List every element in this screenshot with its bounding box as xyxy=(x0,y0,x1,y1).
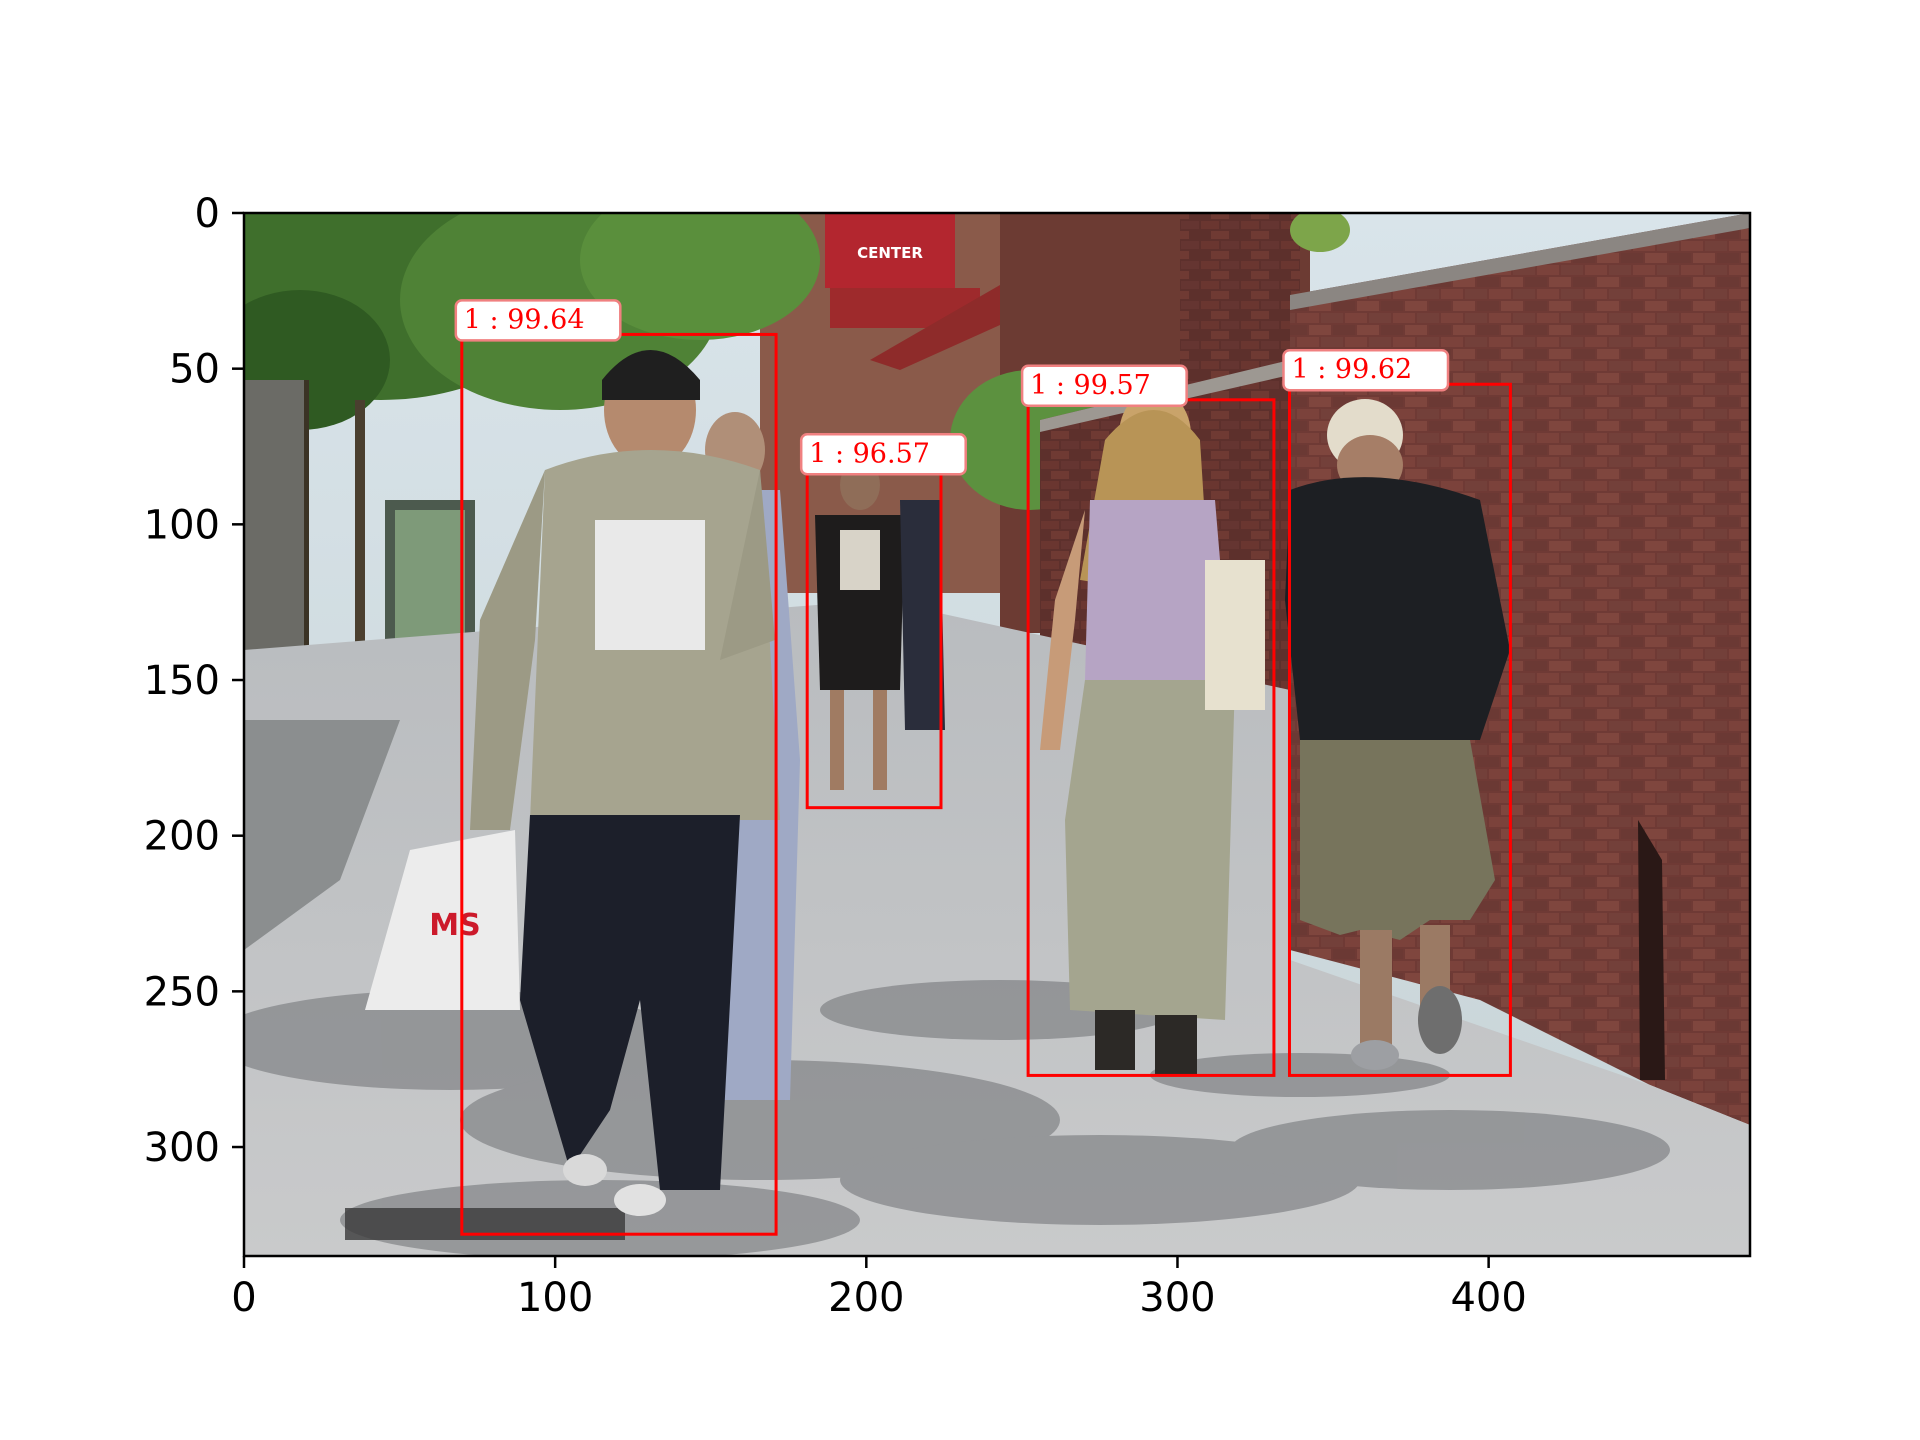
y-tick-label: 0 xyxy=(195,191,220,237)
y-tick-label: 50 xyxy=(169,347,220,393)
detection-label: 1 : 99.62 xyxy=(1291,354,1412,385)
x-tick-label: 0 xyxy=(231,1275,256,1321)
svg-text:MS: MS xyxy=(429,908,480,943)
street-photo: CENTER xyxy=(244,213,1750,1256)
detections-layer: 1 : 99.64 1 : 96.57 1 : 99.57 1 : 99.62 xyxy=(454,299,1512,1236)
pedestrian-woman xyxy=(1040,390,1265,1075)
x-tick-label: 200 xyxy=(828,1275,904,1321)
pedestrian-far xyxy=(815,460,945,790)
y-tick-label: 300 xyxy=(144,1125,220,1171)
detection-label-box xyxy=(454,299,622,342)
x-axis: 0 100 200 300 400 xyxy=(231,1256,1527,1321)
detection-label: 1 : 99.57 xyxy=(1030,370,1151,401)
y-axis: 0 50 100 150 200 250 300 xyxy=(144,191,244,1171)
detection-2: 1 : 96.57 xyxy=(799,433,967,810)
pedestrian-front: MS xyxy=(365,350,780,1216)
pedestrian-man-cap xyxy=(1285,399,1510,1070)
detection-label-box xyxy=(1282,348,1450,392)
y-tick-label: 150 xyxy=(144,658,220,704)
axes-frame xyxy=(242,211,1752,1258)
detection-label: 1 : 99.64 xyxy=(464,304,585,335)
y-tick-label: 100 xyxy=(144,502,220,548)
detection-label-box xyxy=(799,433,967,476)
svg-text:CENTER: CENTER xyxy=(857,244,923,262)
detection-3: 1 : 99.57 xyxy=(1020,364,1276,1077)
store-sign: CENTER xyxy=(825,213,1000,370)
x-tick-label: 300 xyxy=(1139,1275,1215,1321)
y-tick-label: 250 xyxy=(144,969,220,1015)
detection-1: 1 : 99.64 xyxy=(454,299,778,1236)
x-tick-label: 100 xyxy=(517,1275,593,1321)
detection-label-box xyxy=(1020,364,1188,408)
y-tick-label: 200 xyxy=(144,814,220,860)
detection-4: 1 : 99.62 xyxy=(1282,348,1512,1077)
detection-label: 1 : 96.57 xyxy=(809,438,930,469)
x-tick-label: 400 xyxy=(1450,1275,1526,1321)
